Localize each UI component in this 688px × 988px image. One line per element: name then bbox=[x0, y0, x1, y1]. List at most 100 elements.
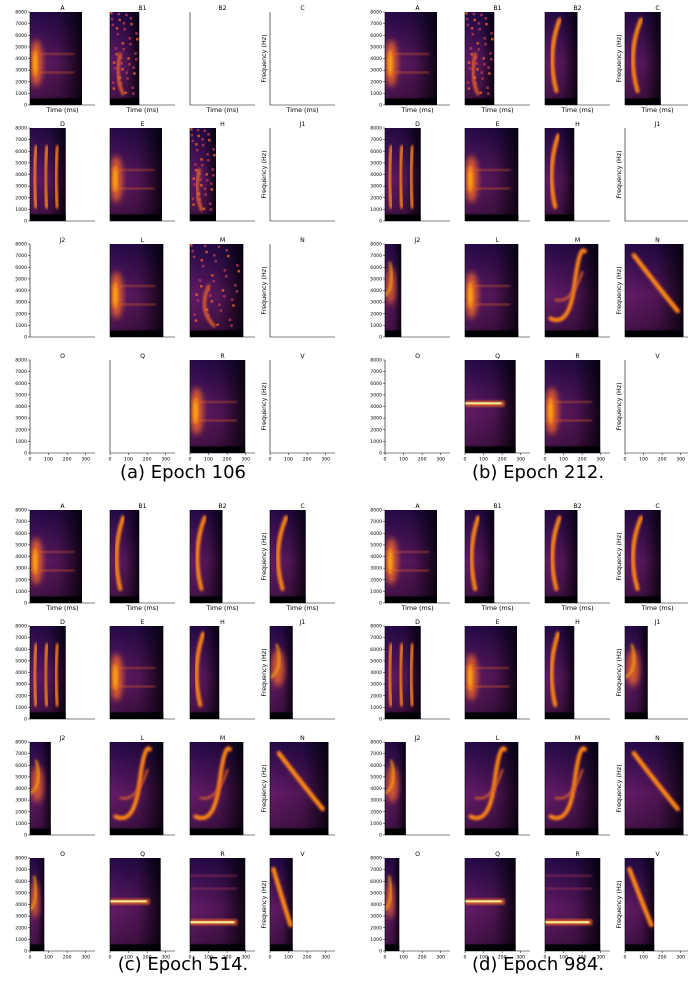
y-tick-label: 0 bbox=[379, 949, 382, 955]
x-axis-label: Time (ms) bbox=[285, 604, 318, 612]
x-axis-label: Time (ms) bbox=[560, 106, 593, 114]
x-axis-label: Time (ms) bbox=[640, 106, 673, 114]
y-tick-label: 7000 bbox=[370, 137, 382, 143]
spectrogram-image bbox=[110, 858, 161, 951]
x-tick-label: 0 bbox=[29, 457, 32, 463]
spectrogram-cell-N: N Frequency (Hz) bbox=[260, 237, 335, 338]
y-tick-label: 4000 bbox=[370, 554, 382, 560]
cell-title: E bbox=[141, 121, 145, 128]
y-tick-label: 6000 bbox=[15, 647, 27, 653]
spectrogram-cell-A: A 0 1000 2000 3000 4000 5000 6000 7000 8000 Time (… bbox=[15, 503, 95, 612]
y-tick-label: 7000 bbox=[370, 635, 382, 641]
x-tick-label: 200 bbox=[498, 457, 507, 463]
cell-title: J1 bbox=[299, 619, 306, 626]
x-tick-label: 100 bbox=[284, 955, 293, 961]
y-tick-label: 0 bbox=[24, 335, 27, 341]
cell-title: A bbox=[60, 5, 65, 12]
cell-title: V bbox=[300, 851, 305, 858]
y-tick-label: 5000 bbox=[15, 542, 27, 548]
y-tick-label: 8000 bbox=[15, 10, 27, 16]
spectrogram-image bbox=[545, 626, 575, 719]
spectrogram-cell-B1: B1 Time (ms) bbox=[464, 5, 530, 114]
x-tick-label: 200 bbox=[143, 457, 152, 463]
x-tick-label: 100 bbox=[399, 955, 408, 961]
x-tick-label: 200 bbox=[303, 457, 312, 463]
cell-title: C bbox=[300, 5, 304, 12]
spectrogram-image bbox=[270, 858, 293, 951]
y-tick-label: 2000 bbox=[370, 195, 382, 201]
spectrogram-cell-M: M bbox=[544, 237, 610, 338]
cell-title: N bbox=[300, 735, 305, 742]
spectrogram-image bbox=[190, 742, 244, 835]
x-tick-label: 300 bbox=[241, 955, 250, 961]
cell-title: B1 bbox=[138, 503, 146, 510]
spectrogram-image bbox=[30, 858, 45, 951]
cell-title: Q bbox=[140, 353, 145, 360]
y-axis-label: Frequency (Hz) bbox=[260, 34, 268, 82]
y-tick-label: 6000 bbox=[370, 265, 382, 271]
y-tick-label: 8000 bbox=[15, 740, 27, 746]
y-axis-label: Frequency (Hz) bbox=[260, 532, 268, 580]
y-tick-label: 8000 bbox=[15, 856, 27, 862]
y-tick-label: 6000 bbox=[370, 33, 382, 39]
y-axis-label: Frequency (Hz) bbox=[615, 382, 623, 430]
spectrogram-cell-R: R 0 100 200 300 bbox=[544, 851, 610, 961]
x-tick-label: 0 bbox=[109, 955, 112, 961]
x-tick-label: 0 bbox=[269, 955, 272, 961]
y-tick-label: 4000 bbox=[15, 172, 27, 178]
y-tick-label: 2000 bbox=[370, 79, 382, 85]
x-tick-label: 300 bbox=[161, 955, 170, 961]
cell-title: C bbox=[655, 5, 659, 12]
x-tick-label: 0 bbox=[384, 955, 387, 961]
cell-title: E bbox=[141, 619, 145, 626]
cell-title: J1 bbox=[299, 121, 306, 128]
spectrogram-cell-L: L bbox=[464, 735, 530, 836]
x-tick-label: 300 bbox=[436, 955, 445, 961]
y-tick-label: 4000 bbox=[370, 670, 382, 676]
cell-title: B1 bbox=[493, 5, 501, 12]
cell-title: J1 bbox=[654, 619, 661, 626]
cell-title: M bbox=[220, 735, 225, 742]
spectrogram-cell-L: L bbox=[464, 237, 530, 338]
y-tick-label: 6000 bbox=[370, 647, 382, 653]
y-tick-label: 8000 bbox=[15, 508, 27, 514]
y-tick-label: 0 bbox=[379, 335, 382, 341]
y-tick-label: 5000 bbox=[15, 392, 27, 398]
cell-title: H bbox=[220, 121, 225, 128]
cell-title: O bbox=[415, 353, 420, 360]
y-tick-label: 7000 bbox=[370, 519, 382, 525]
cell-title: M bbox=[220, 237, 225, 244]
y-tick-label: 4000 bbox=[15, 404, 27, 410]
spectrogram-image bbox=[270, 626, 293, 719]
x-tick-label: 100 bbox=[124, 955, 133, 961]
x-tick-label: 0 bbox=[189, 955, 192, 961]
spectrogram-image bbox=[190, 510, 223, 603]
x-tick-label: 200 bbox=[418, 457, 427, 463]
spectrogram-cell-A: A 0 1000 2000 3000 4000 5000 6000 7000 8000 Time (… bbox=[370, 503, 450, 612]
x-tick-label: 300 bbox=[676, 955, 685, 961]
cell-title: R bbox=[220, 851, 225, 858]
y-tick-label: 6000 bbox=[15, 149, 27, 155]
spectrogram-image bbox=[385, 626, 421, 719]
spectrogram-cell-M: M bbox=[189, 735, 255, 836]
y-tick-label: 3000 bbox=[370, 68, 382, 74]
cell-title: O bbox=[415, 851, 420, 858]
y-tick-label: 5000 bbox=[370, 890, 382, 896]
cell-title: A bbox=[415, 503, 420, 510]
cell-title: V bbox=[655, 851, 660, 858]
spectrogram-cell-J1: J1 Frequency (Hz) bbox=[260, 121, 335, 222]
y-tick-label: 3000 bbox=[370, 300, 382, 306]
spectrogram-image bbox=[190, 360, 246, 453]
y-tick-label: 1000 bbox=[370, 439, 382, 445]
x-tick-label: 100 bbox=[284, 457, 293, 463]
x-axis-label: Time (ms) bbox=[400, 106, 433, 114]
spectrogram-cell-J2: J2 0 1000 2000 3000 4000 5000 6000 7000 8000 bbox=[15, 237, 95, 341]
spectrogram-cell-N: N Frequency (Hz) bbox=[615, 735, 688, 836]
spectrogram-cell-V: V Frequency (Hz) 0 100 200 300 bbox=[260, 353, 335, 463]
x-tick-label: 300 bbox=[321, 457, 330, 463]
y-tick-label: 3000 bbox=[15, 416, 27, 422]
x-axis-label: Time (ms) bbox=[45, 106, 78, 114]
spectrogram-cell-B1: B1 Time (ms) bbox=[464, 503, 530, 612]
spectrogram-image bbox=[385, 128, 421, 221]
spectrogram-image bbox=[110, 742, 164, 835]
